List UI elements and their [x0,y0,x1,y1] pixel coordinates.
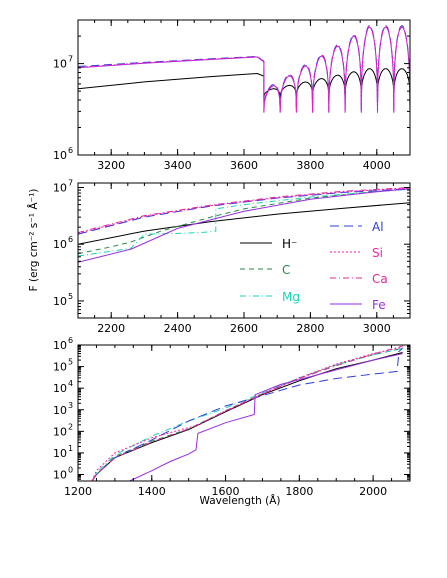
y-tick-exponent: 2 [68,422,73,431]
x-tick-label: 2600 [230,322,258,335]
series-line [78,202,410,245]
legend: H⁻ C Mg Al Si Ca Fe [240,220,388,312]
series-line [91,347,403,481]
x-axis-label: Wavelength (Å) [199,494,280,507]
y-tick-exponent: 3 [68,401,73,410]
legend-label: Ca [372,272,388,286]
legend-label: C [282,263,290,277]
legend-label: Al [372,220,384,234]
series-line [78,187,410,234]
series-line [78,68,410,99]
y-tick-exponent: 6 [68,235,73,244]
x-tick-label: 1200 [64,485,92,498]
y-tick-label: 10 [53,149,67,162]
plot-frame [77,19,411,156]
series-group [91,345,403,481]
y-tick-exponent: 6 [68,336,73,345]
y-tick-label: 10 [53,181,67,194]
series-line [91,345,403,481]
plot-frame [77,182,411,319]
y-tick-label: 10 [53,58,67,71]
x-tick-label: 2000 [359,485,387,498]
y-axis-label-group: F (erg cm⁻² s⁻¹ Å⁻¹) [27,189,40,292]
series-line [78,26,410,113]
series-line [78,187,410,234]
y-tick-label: 10 [53,382,67,395]
series-line [91,347,403,481]
x-tick-label: 2400 [164,322,192,335]
x-tick-label: 3800 [296,159,324,172]
x-tick-label: 3000 [363,322,391,335]
y-tick-label: 10 [53,295,67,308]
y-tick-label: 10 [53,404,67,417]
x-tick-label: 3600 [230,159,258,172]
y-tick-exponent: 4 [68,379,73,388]
y-tick-label: 10 [53,425,67,438]
y-tick-exponent: 5 [68,292,73,301]
x-tick-label: 3400 [164,159,192,172]
series-line [91,346,403,481]
y-tick-label: 10 [53,469,67,482]
legend-label: Fe [372,298,386,312]
series-line [91,347,403,481]
y-tick-exponent: 1 [68,444,73,453]
plot-frame [77,344,411,482]
x-tick-label: 1600 [212,485,240,498]
series-line [78,188,410,255]
x-tick-label: 1800 [285,485,313,498]
x-tick-label: 1400 [138,485,166,498]
x-tick-label: 4000 [363,159,391,172]
y-tick-label: 10 [53,447,67,460]
legend-label: Si [372,246,383,260]
legend-label: Mg [282,290,300,304]
legend-label: H⁻ [282,237,297,251]
x-tick-label: 2800 [296,322,324,335]
y-tick-label: 10 [53,361,67,374]
x-tick-label: 2200 [97,322,125,335]
y-tick-label: 10 [53,339,67,352]
series-group [78,187,410,263]
x-axis-label-group: Wavelength (Å) [199,494,280,507]
y-tick-label: 10 [53,238,67,251]
y-axis-label: F (erg cm⁻² s⁻¹ Å⁻¹) [27,189,40,292]
series-line [78,188,410,263]
y-tick-exponent: 5 [68,358,73,367]
series-line [129,353,403,481]
x-tick-label: 3200 [97,159,125,172]
y-tick-exponent: 6 [68,146,73,155]
y-tick-exponent: 7 [68,178,73,187]
y-tick-exponent: 0 [68,466,73,475]
series-line [78,188,410,257]
series-group [78,25,410,113]
y-tick-exponent: 7 [68,55,73,64]
